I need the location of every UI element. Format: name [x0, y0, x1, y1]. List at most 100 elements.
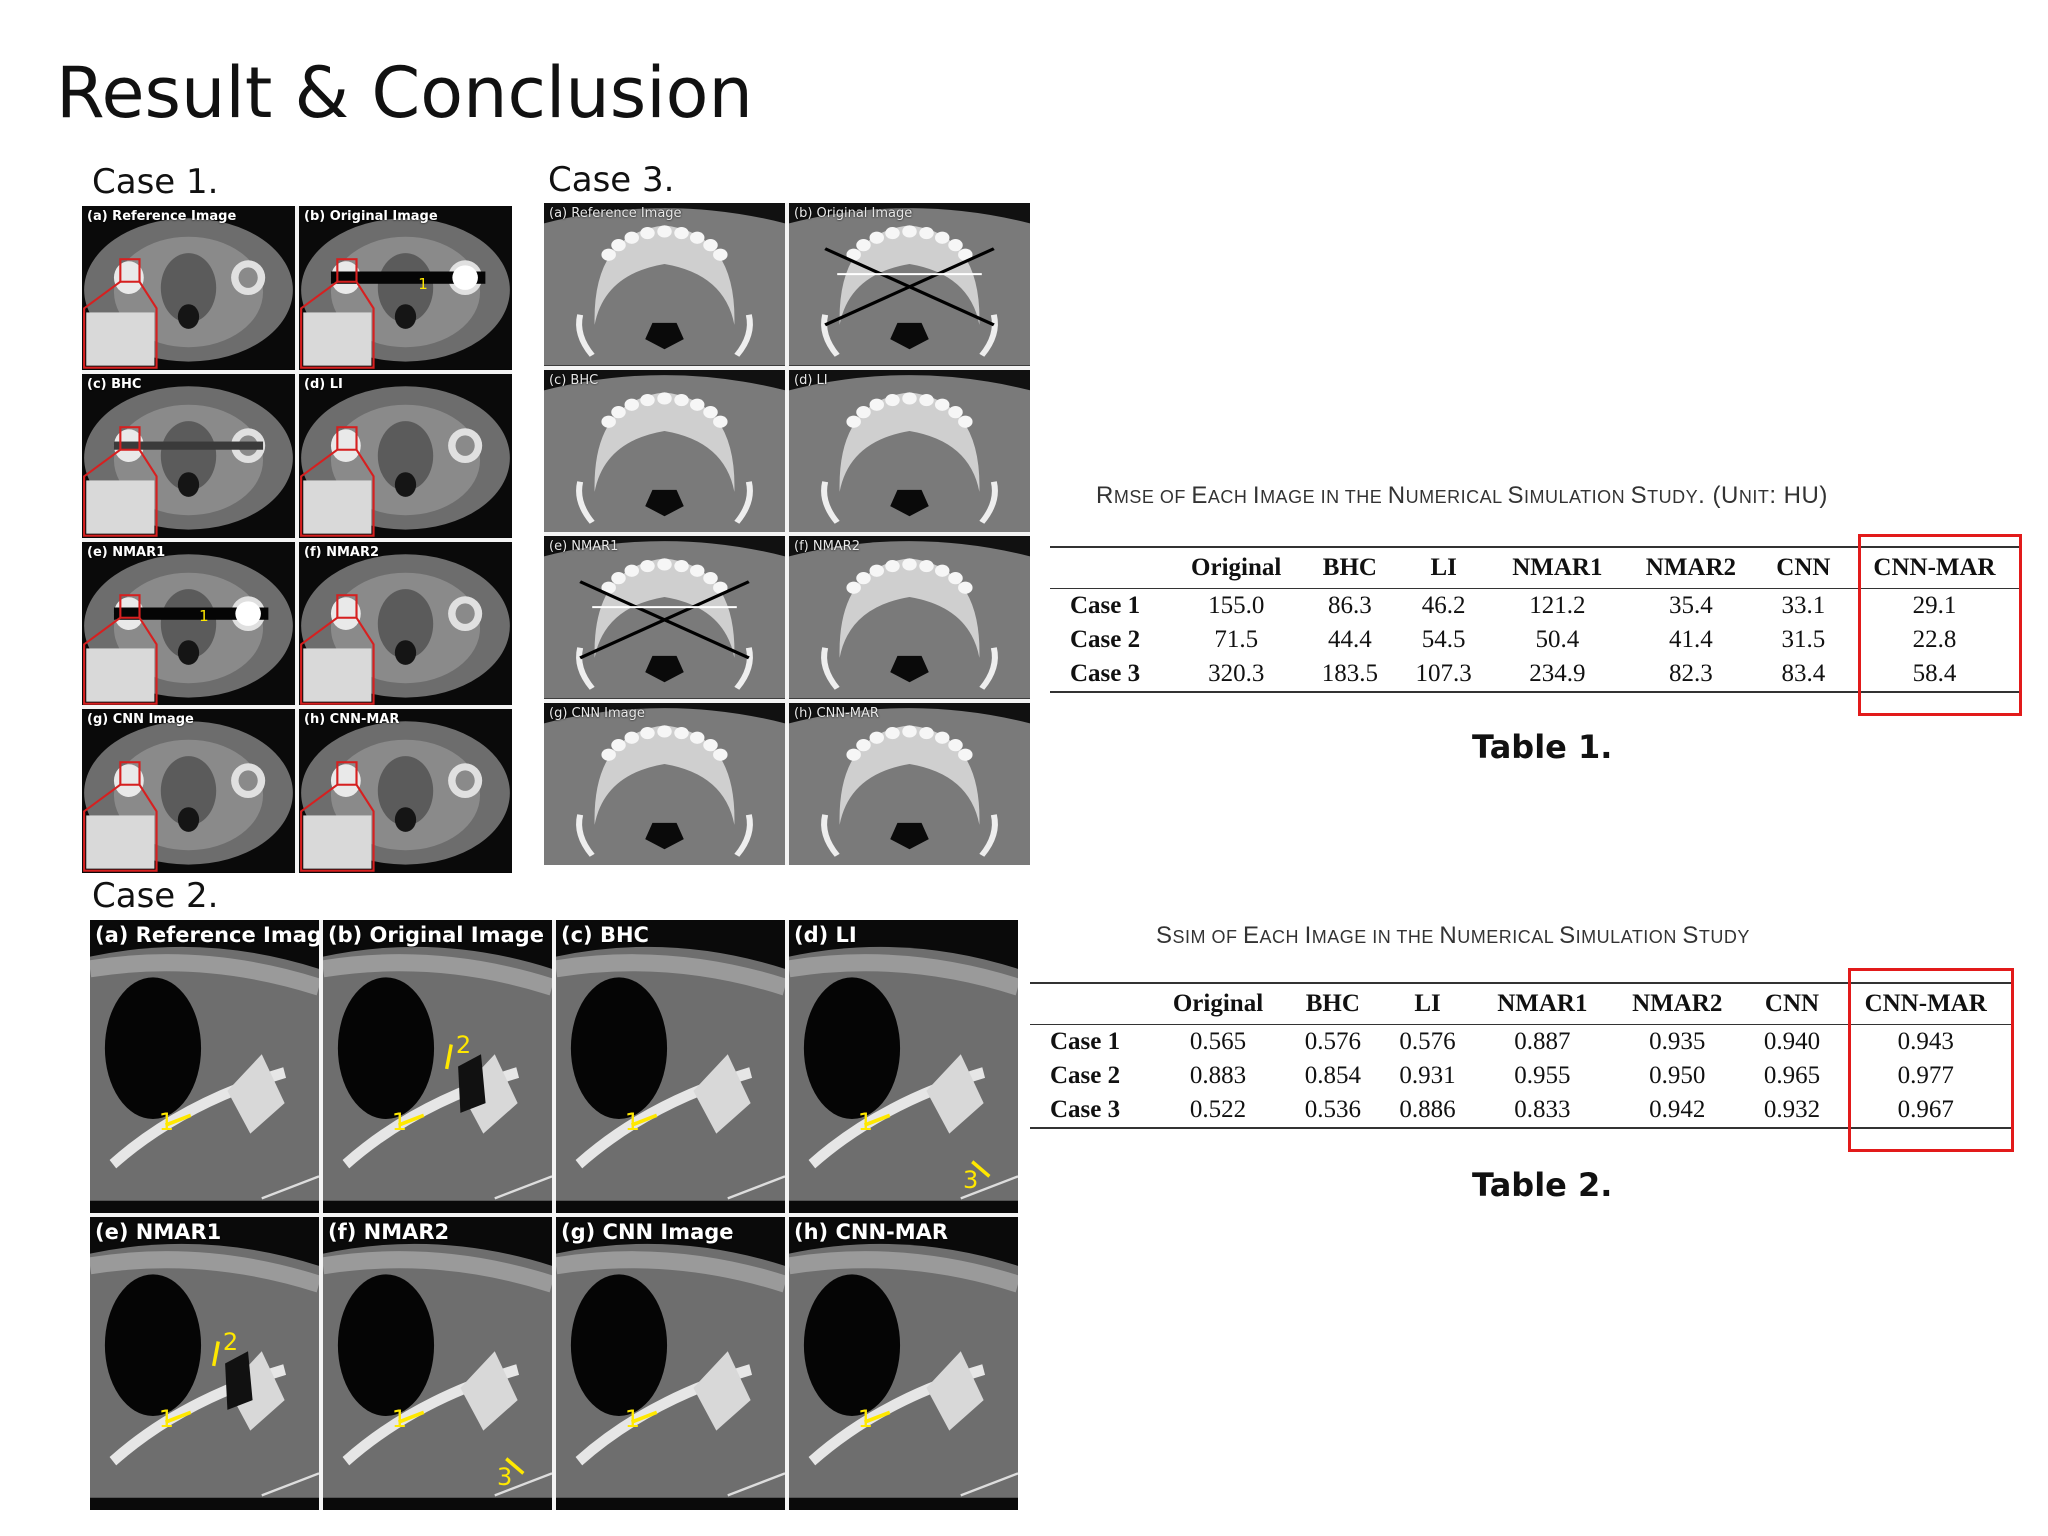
caption-fragment: R [1096, 482, 1114, 509]
table2-highlight-box [1848, 968, 2014, 1152]
table-cell: 121.2 [1529, 592, 1586, 619]
case2-panel-image: (e) NMAR1 1 2 [90, 1217, 319, 1510]
panel-label: (e) NMAR1 [87, 544, 166, 560]
panel-label: (g) CNN Image [87, 712, 194, 728]
column-header: NMAR2 [1632, 990, 1723, 1017]
table1-caption: RMSE OF EACH IMAGE IN THE NUMERICAL SIMU… [1096, 482, 1828, 510]
table-row: Case 3 320.3 183.5 107.3 234.9 82.3 83.4 58.4 [1050, 657, 2020, 692]
panel-label: (f) NMAR2 [328, 1220, 450, 1244]
table-cell: 0.942 [1649, 1096, 1706, 1123]
case2-panel-image: (b) Original Image 1 2 [323, 920, 552, 1213]
column-header: CNN [1776, 554, 1831, 581]
column-header: BHC [1322, 554, 1377, 581]
caption-fragment: S [1682, 922, 1699, 949]
table-cell: 58.4 [1912, 660, 1957, 687]
case1-panel-image: (b) Original Image 1 [299, 206, 512, 370]
arrow-marker-label: 1 [158, 1404, 174, 1433]
table-row: Case 1 0.565 0.576 0.576 0.887 0.935 0.940 0.94… [1030, 1025, 2012, 1060]
arrow-marker-label: 2 [222, 1328, 239, 1357]
arrow-marker-label: 2 [455, 1031, 472, 1060]
panel-label: (h) CNN-MAR [794, 1220, 949, 1244]
table-cell: 0.932 [1763, 1096, 1821, 1123]
table-cell: 0.931 [1399, 1062, 1456, 1089]
arrow-marker-label: 1 [624, 1107, 640, 1136]
caption-fragment: S [1156, 922, 1173, 949]
caption-fragment: S [1507, 482, 1524, 509]
row-header: Case 2 [1070, 626, 1141, 653]
case3-panel-image: (h) CNN-MAR [789, 702, 1030, 865]
table1-highlight-box [1858, 534, 2022, 716]
panel-label: (b) Original Image [328, 923, 544, 947]
table-cell: 0.886 [1399, 1096, 1456, 1123]
table-cell: 0.576 [1399, 1028, 1456, 1055]
caption-fragment: I [1304, 922, 1312, 949]
row-header: Case 3 [1070, 660, 1141, 687]
table2-caption: SSIM OF EACH IMAGE IN THE NUMERICAL SIMU… [1156, 922, 1750, 950]
table-row: Case 2 71.5 44.4 54.5 50.4 41.4 31.5 22.8 [1050, 623, 2020, 657]
caption-fragment: IMULATION [1575, 927, 1683, 947]
case2-panel-image: (g) CNN Image 1 [556, 1217, 785, 1510]
case1-panel-image: (d) LI [299, 373, 512, 538]
case1-panel-image: (h) CNN-MAR [299, 709, 512, 873]
case2-panel-image: (h) CNN-MAR 1 [789, 1217, 1018, 1510]
case2-label: Case 2. [92, 876, 219, 916]
row-header: Case 1 [1070, 592, 1141, 619]
panel-label: (g) CNN Image [561, 1220, 734, 1244]
caption-fragment: UMERICAL [1457, 927, 1560, 947]
panel-label: (g) CNN Image [549, 705, 645, 721]
case2-panel-image: (d) LI 1 3 [789, 920, 1018, 1213]
table-cell: 0.935 [1649, 1028, 1706, 1055]
panel-label: (d) LI [304, 376, 343, 392]
panel-label: (c) BHC [561, 923, 649, 947]
case3-panel-image: (c) BHC [544, 369, 785, 532]
table2-ssim: Original BHC LI NMAR1 NMAR2 CNN CNN-MAR Case 1… [1030, 982, 2012, 1129]
column-header: LI [1414, 990, 1441, 1017]
table-cell: 35.4 [1669, 592, 1713, 619]
panel-label: (f) NMAR2 [304, 544, 379, 560]
panel-label: (c) BHC [549, 372, 599, 388]
row-header: Case 2 [1050, 1062, 1121, 1089]
table-cell: 0.943 [1897, 1028, 1954, 1055]
panel-label: (b) Original Image [304, 209, 438, 224]
caption-fragment: OF [1159, 487, 1192, 507]
caption-fragment: . (U [1698, 482, 1739, 509]
caption-fragment: MAGE IN THE [1260, 487, 1388, 507]
column-header: CNN [1764, 990, 1820, 1017]
table-cell: 0.854 [1304, 1062, 1361, 1089]
case3-panel-image: (b) Original Image [789, 203, 1030, 366]
table-cell: 44.4 [1328, 626, 1372, 653]
caption-fragment: TUDY [1647, 487, 1699, 507]
caption-fragment: ACH [1207, 487, 1253, 507]
arrow-marker-label: 3 [963, 1166, 979, 1195]
panel-label: (a) Reference Image [87, 209, 237, 224]
column-header [1030, 983, 1151, 1025]
table-cell: 0.522 [1189, 1096, 1247, 1123]
table-cell: 22.8 [1912, 626, 1957, 653]
column-header: NMAR1 [1512, 554, 1603, 581]
case3-panel-image: (g) CNN Image [544, 702, 785, 865]
column-header: Original [1172, 990, 1264, 1017]
case1-panel-image: (e) NMAR1 1 [82, 541, 295, 706]
column-header [1050, 547, 1169, 589]
column-header: CNN-MAR [1864, 990, 1987, 1017]
table-cell: 0.887 [1514, 1028, 1571, 1055]
panel-label: (d) LI [794, 372, 828, 388]
arrow-marker-label: 1 [857, 1404, 873, 1433]
case1-panel-image: (a) Reference Image [82, 206, 295, 370]
caption-fragment: N [1387, 482, 1406, 509]
panel-label: (a) Reference Image [95, 923, 319, 947]
case1-panel-image: (g) CNN Image [82, 709, 295, 873]
table-cell: 50.4 [1535, 626, 1580, 653]
caption-fragment: S [1630, 482, 1648, 509]
panel-label: (h) CNN-MAR [304, 712, 400, 728]
caption-fragment: N [1439, 922, 1458, 949]
caption-fragment: MAGE IN THE [1311, 927, 1440, 947]
table-cell: 0.977 [1897, 1062, 1954, 1089]
case3-label: Case 3. [548, 160, 675, 200]
caption-fragment: MSE [1113, 487, 1160, 507]
caption-fragment: IMULATION [1523, 487, 1631, 507]
column-header: Original [1191, 554, 1282, 581]
table-cell: 31.5 [1781, 626, 1826, 653]
case2-panel-image: (c) BHC 1 [556, 920, 785, 1213]
table-cell: 33.1 [1781, 592, 1826, 619]
